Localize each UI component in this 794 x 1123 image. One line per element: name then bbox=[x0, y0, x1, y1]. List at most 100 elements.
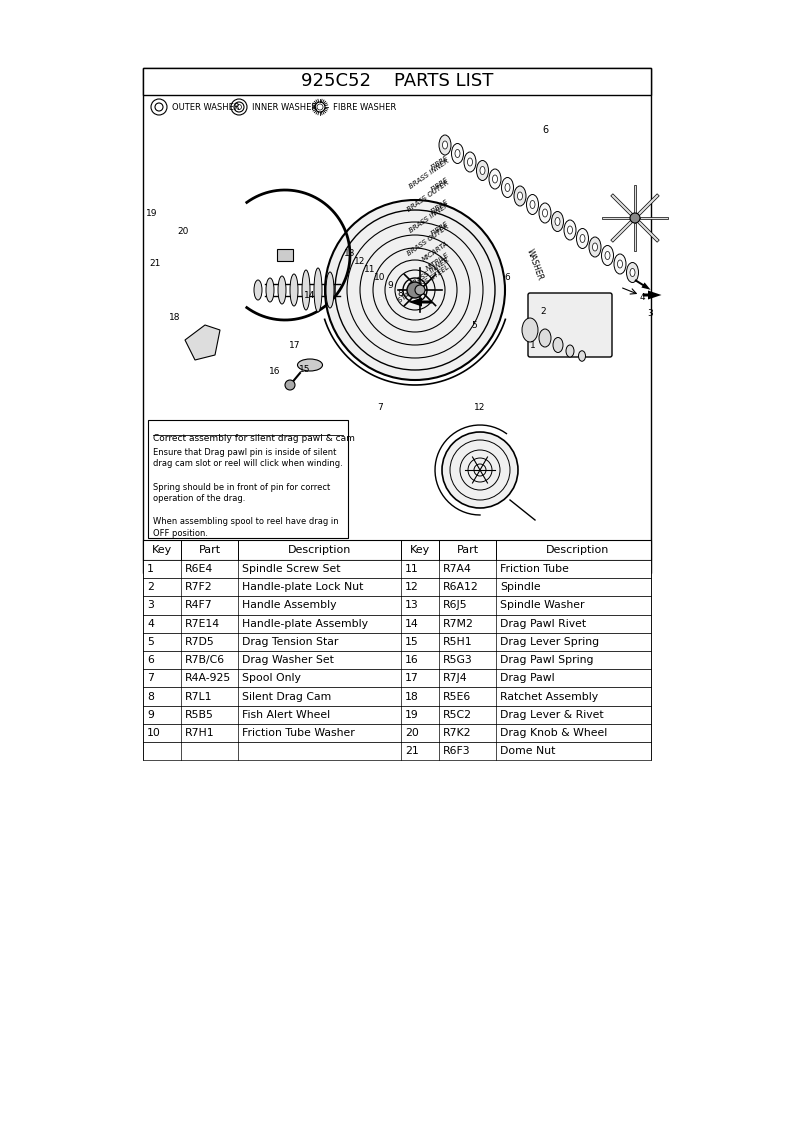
Bar bbox=[143, 540, 651, 560]
Ellipse shape bbox=[518, 192, 522, 200]
FancyBboxPatch shape bbox=[528, 293, 612, 357]
Text: R4A-925: R4A-925 bbox=[185, 674, 231, 683]
Text: 15: 15 bbox=[405, 637, 418, 647]
Text: 17: 17 bbox=[405, 674, 418, 683]
Bar bbox=[143, 69, 651, 573]
Text: Part: Part bbox=[198, 545, 221, 555]
Text: INNER WASHER: INNER WASHER bbox=[252, 102, 318, 111]
Text: 14: 14 bbox=[304, 291, 316, 300]
Text: 10: 10 bbox=[147, 728, 161, 738]
Text: Drag Lever Spring: Drag Lever Spring bbox=[500, 637, 599, 647]
Text: 20: 20 bbox=[177, 228, 189, 237]
Text: 6: 6 bbox=[542, 125, 548, 135]
Text: 19: 19 bbox=[405, 710, 418, 720]
Ellipse shape bbox=[492, 175, 498, 183]
Bar bbox=[143, 651, 651, 669]
Text: Spool Only: Spool Only bbox=[242, 674, 301, 683]
Text: Ratchet Assembly: Ratchet Assembly bbox=[500, 692, 598, 702]
Text: Drag Tension Star: Drag Tension Star bbox=[242, 637, 338, 647]
Ellipse shape bbox=[552, 211, 564, 231]
Bar bbox=[143, 614, 651, 632]
Bar bbox=[143, 632, 651, 651]
Text: BRASS INNER: BRASS INNER bbox=[408, 257, 450, 289]
Bar bbox=[143, 687, 651, 705]
Text: 13: 13 bbox=[345, 248, 356, 257]
Text: operation of the drag.: operation of the drag. bbox=[153, 494, 245, 503]
Text: 2: 2 bbox=[147, 583, 154, 592]
Text: R7L1: R7L1 bbox=[185, 692, 213, 702]
Ellipse shape bbox=[455, 149, 460, 157]
Text: R7B/C6: R7B/C6 bbox=[185, 655, 225, 665]
Ellipse shape bbox=[530, 201, 535, 209]
Text: Description: Description bbox=[545, 545, 609, 555]
Text: OUTER WASHER: OUTER WASHER bbox=[172, 102, 240, 111]
Text: R7K2: R7K2 bbox=[443, 728, 472, 738]
Ellipse shape bbox=[626, 263, 638, 283]
Text: Description: Description bbox=[287, 545, 351, 555]
Text: R7E14: R7E14 bbox=[185, 619, 220, 629]
Polygon shape bbox=[611, 194, 633, 216]
Text: 7: 7 bbox=[147, 674, 154, 683]
Bar bbox=[143, 669, 651, 687]
Bar bbox=[143, 724, 651, 742]
Text: R7A4: R7A4 bbox=[443, 564, 472, 574]
Text: 5: 5 bbox=[147, 637, 154, 647]
FancyArrow shape bbox=[643, 291, 661, 300]
Bar bbox=[143, 705, 651, 724]
Text: 20: 20 bbox=[405, 728, 419, 738]
Ellipse shape bbox=[566, 345, 574, 357]
FancyArrow shape bbox=[634, 280, 650, 290]
Text: Correct assembly for silent drag pawl & cam: Correct assembly for silent drag pawl & … bbox=[153, 433, 355, 442]
Ellipse shape bbox=[589, 237, 601, 257]
Text: NITRILE: NITRILE bbox=[425, 252, 450, 272]
Text: 13: 13 bbox=[405, 601, 418, 611]
Ellipse shape bbox=[476, 161, 488, 181]
Ellipse shape bbox=[579, 350, 585, 362]
Polygon shape bbox=[634, 185, 637, 213]
Text: 1: 1 bbox=[530, 340, 536, 349]
Polygon shape bbox=[611, 220, 633, 243]
Text: Drag Knob & Wheel: Drag Knob & Wheel bbox=[500, 728, 607, 738]
Ellipse shape bbox=[298, 359, 322, 371]
Text: 21: 21 bbox=[405, 746, 418, 756]
Text: Drag Lever & Rivet: Drag Lever & Rivet bbox=[500, 710, 603, 720]
FancyArrow shape bbox=[408, 298, 432, 307]
Circle shape bbox=[415, 285, 425, 295]
Text: 10: 10 bbox=[374, 274, 386, 283]
Ellipse shape bbox=[254, 280, 262, 300]
Bar bbox=[143, 560, 651, 578]
Ellipse shape bbox=[614, 254, 626, 274]
Bar bbox=[143, 578, 651, 596]
Polygon shape bbox=[638, 194, 659, 216]
Ellipse shape bbox=[564, 220, 576, 240]
Ellipse shape bbox=[555, 218, 560, 226]
Ellipse shape bbox=[580, 235, 585, 243]
Ellipse shape bbox=[542, 209, 548, 217]
Text: FIBRE WASHER: FIBRE WASHER bbox=[333, 102, 396, 111]
Ellipse shape bbox=[326, 272, 334, 308]
Text: 16: 16 bbox=[269, 367, 281, 376]
Ellipse shape bbox=[464, 152, 476, 172]
Text: 21: 21 bbox=[149, 259, 160, 268]
Text: Drag Washer Set: Drag Washer Set bbox=[242, 655, 333, 665]
Text: Spindle Screw Set: Spindle Screw Set bbox=[242, 564, 341, 574]
Text: MICARTA: MICARTA bbox=[421, 239, 450, 263]
Ellipse shape bbox=[618, 261, 622, 268]
Text: Key: Key bbox=[152, 545, 172, 555]
Text: Drag Pawl Rivet: Drag Pawl Rivet bbox=[500, 619, 586, 629]
Circle shape bbox=[630, 213, 640, 223]
Text: Spindle Washer: Spindle Washer bbox=[500, 601, 584, 611]
Text: R6F3: R6F3 bbox=[443, 746, 471, 756]
Text: 12: 12 bbox=[474, 403, 486, 412]
Text: Spindle: Spindle bbox=[500, 583, 541, 592]
Ellipse shape bbox=[290, 274, 298, 305]
Text: Fish Alert Wheel: Fish Alert Wheel bbox=[242, 710, 330, 720]
Text: 4: 4 bbox=[639, 293, 645, 302]
Text: 1: 1 bbox=[147, 564, 154, 574]
Ellipse shape bbox=[489, 168, 501, 189]
Ellipse shape bbox=[602, 246, 614, 265]
Text: STAINLESS STEEL: STAINLESS STEEL bbox=[397, 264, 450, 304]
Text: BRASS INNER: BRASS INNER bbox=[408, 158, 450, 190]
Ellipse shape bbox=[514, 186, 526, 206]
Text: Handle Assembly: Handle Assembly bbox=[242, 601, 337, 611]
